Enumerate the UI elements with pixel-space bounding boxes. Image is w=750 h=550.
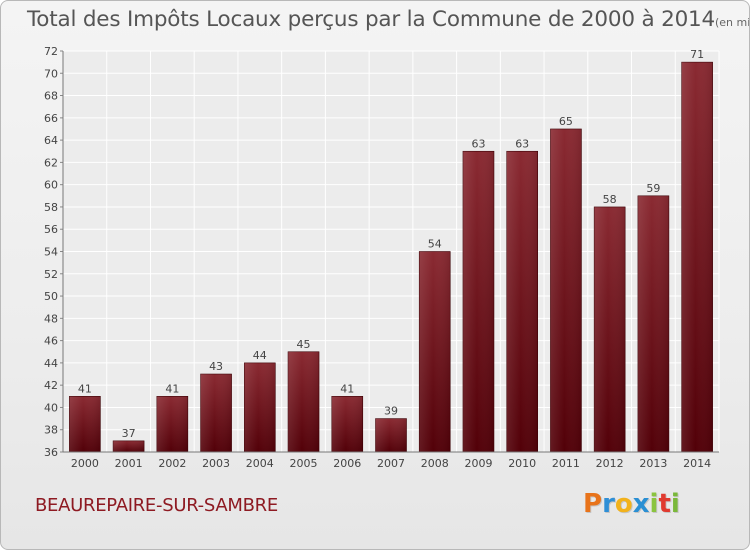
bar-group xyxy=(69,396,101,453)
bar-shine xyxy=(681,62,713,453)
logo-letter: t xyxy=(658,489,671,519)
bar-shine xyxy=(156,396,188,452)
bar-shine xyxy=(375,418,407,452)
bar-value-label: 65 xyxy=(559,115,573,128)
y-tick-label: 40 xyxy=(44,401,58,414)
bar-value-label: 59 xyxy=(646,182,660,195)
bar-value-label: 63 xyxy=(471,137,485,150)
y-tick-label: 52 xyxy=(44,268,58,281)
bar-value-label: 63 xyxy=(515,137,529,150)
x-tick-label: 2005 xyxy=(290,457,318,470)
y-tick-label: 72 xyxy=(44,45,58,58)
y-tick-label: 66 xyxy=(44,112,58,125)
bar-shine xyxy=(462,151,494,452)
x-tick-label: 2000 xyxy=(71,457,99,470)
bar-shine xyxy=(594,206,626,452)
bar-group xyxy=(331,396,364,453)
y-tick-label: 54 xyxy=(44,246,58,259)
bar-group xyxy=(112,440,145,453)
bar-value-label: 43 xyxy=(209,360,223,373)
commune-name: BEAUREPAIRE-SUR-SAMBRE xyxy=(35,495,278,516)
chart-title-text: Total des Impôts Locaux perçus par la Co… xyxy=(27,7,715,32)
bar-value-label: 58 xyxy=(603,193,617,206)
bar-value-label: 44 xyxy=(253,349,267,362)
bar-shine xyxy=(113,440,145,452)
bar-group xyxy=(418,251,451,453)
bar-shine xyxy=(506,151,538,452)
x-tick-label: 2008 xyxy=(421,457,449,470)
y-tick-label: 58 xyxy=(44,201,58,214)
logo-letter: i xyxy=(670,489,680,519)
bar-group xyxy=(681,61,713,453)
x-tick-label: 2014 xyxy=(683,457,711,470)
bar-value-label: 39 xyxy=(384,405,398,418)
y-tick-label: 56 xyxy=(44,223,58,236)
x-tick-label: 2002 xyxy=(158,457,186,470)
bar-shine xyxy=(550,128,582,452)
bar-group xyxy=(637,195,670,453)
bar-value-label: 71 xyxy=(690,48,704,61)
x-tick-label: 2009 xyxy=(464,457,492,470)
bar-shine xyxy=(244,362,276,452)
x-tick-label: 2004 xyxy=(246,457,274,470)
x-tick-label: 2012 xyxy=(596,457,624,470)
bar-value-label: 41 xyxy=(340,382,354,395)
chart-title: Total des Impôts Locaux perçus par la Co… xyxy=(27,7,750,32)
x-tick-label: 2007 xyxy=(377,457,405,470)
y-tick-label: 36 xyxy=(44,446,58,459)
y-tick-label: 62 xyxy=(44,156,58,169)
y-tick-label: 68 xyxy=(44,90,58,103)
x-tick-label: 2006 xyxy=(333,457,361,470)
logo-letter: o xyxy=(614,489,633,519)
bar-shine xyxy=(288,351,320,452)
y-tick-label: 42 xyxy=(44,379,58,392)
bar-value-label: 41 xyxy=(78,382,92,395)
bar-group xyxy=(200,373,232,453)
bar-group xyxy=(287,351,320,453)
proxiti-logo[interactable]: Proxiti xyxy=(583,489,680,519)
logo-letter: r xyxy=(602,489,615,519)
y-tick-label: 60 xyxy=(44,179,58,192)
bar-value-label: 45 xyxy=(297,338,311,351)
x-tick-label: 2001 xyxy=(115,457,143,470)
y-tick-label: 44 xyxy=(44,357,58,370)
bar-group xyxy=(550,128,582,453)
bar-group xyxy=(593,206,626,453)
bar-group xyxy=(462,150,495,453)
y-tick-label: 48 xyxy=(44,312,58,325)
bar-group xyxy=(375,418,407,453)
bar-shine xyxy=(419,251,451,452)
logo-letter: i xyxy=(649,489,659,519)
logo-letter: P xyxy=(583,489,603,519)
x-tick-label: 2003 xyxy=(202,457,230,470)
bar-value-label: 54 xyxy=(428,238,442,251)
bar-value-label: 37 xyxy=(122,427,136,440)
bar-shine xyxy=(637,195,669,453)
bar-group xyxy=(156,396,189,453)
y-tick-label: 50 xyxy=(44,290,58,303)
chart-unit: (en milliers d'€) xyxy=(715,16,750,29)
bar-shine xyxy=(200,374,232,452)
bar-shine xyxy=(69,396,101,452)
x-tick-label: 2010 xyxy=(508,457,536,470)
y-tick-label: 64 xyxy=(44,134,58,147)
y-tick-label: 70 xyxy=(44,67,58,80)
labels-layer: 41 37 41 43 44 45 41 39 54 63 63 65 58 59 71 xyxy=(78,48,704,440)
bars-layer xyxy=(69,61,713,453)
x-tick-label: 2013 xyxy=(639,457,667,470)
bar-value-label: 41 xyxy=(165,382,179,395)
axis-layer: 36 38 40 42 44 46 48 50 52 54 56 58 60 62 64 66 68 70 72 20… xyxy=(44,45,719,470)
x-tick-label: 2011 xyxy=(552,457,580,470)
bar-group xyxy=(506,150,539,453)
bar-shine xyxy=(331,396,363,452)
y-tick-label: 46 xyxy=(44,335,58,348)
y-tick-label: 38 xyxy=(44,424,58,437)
bar-group xyxy=(244,362,276,453)
logo-letter: x xyxy=(632,489,650,519)
